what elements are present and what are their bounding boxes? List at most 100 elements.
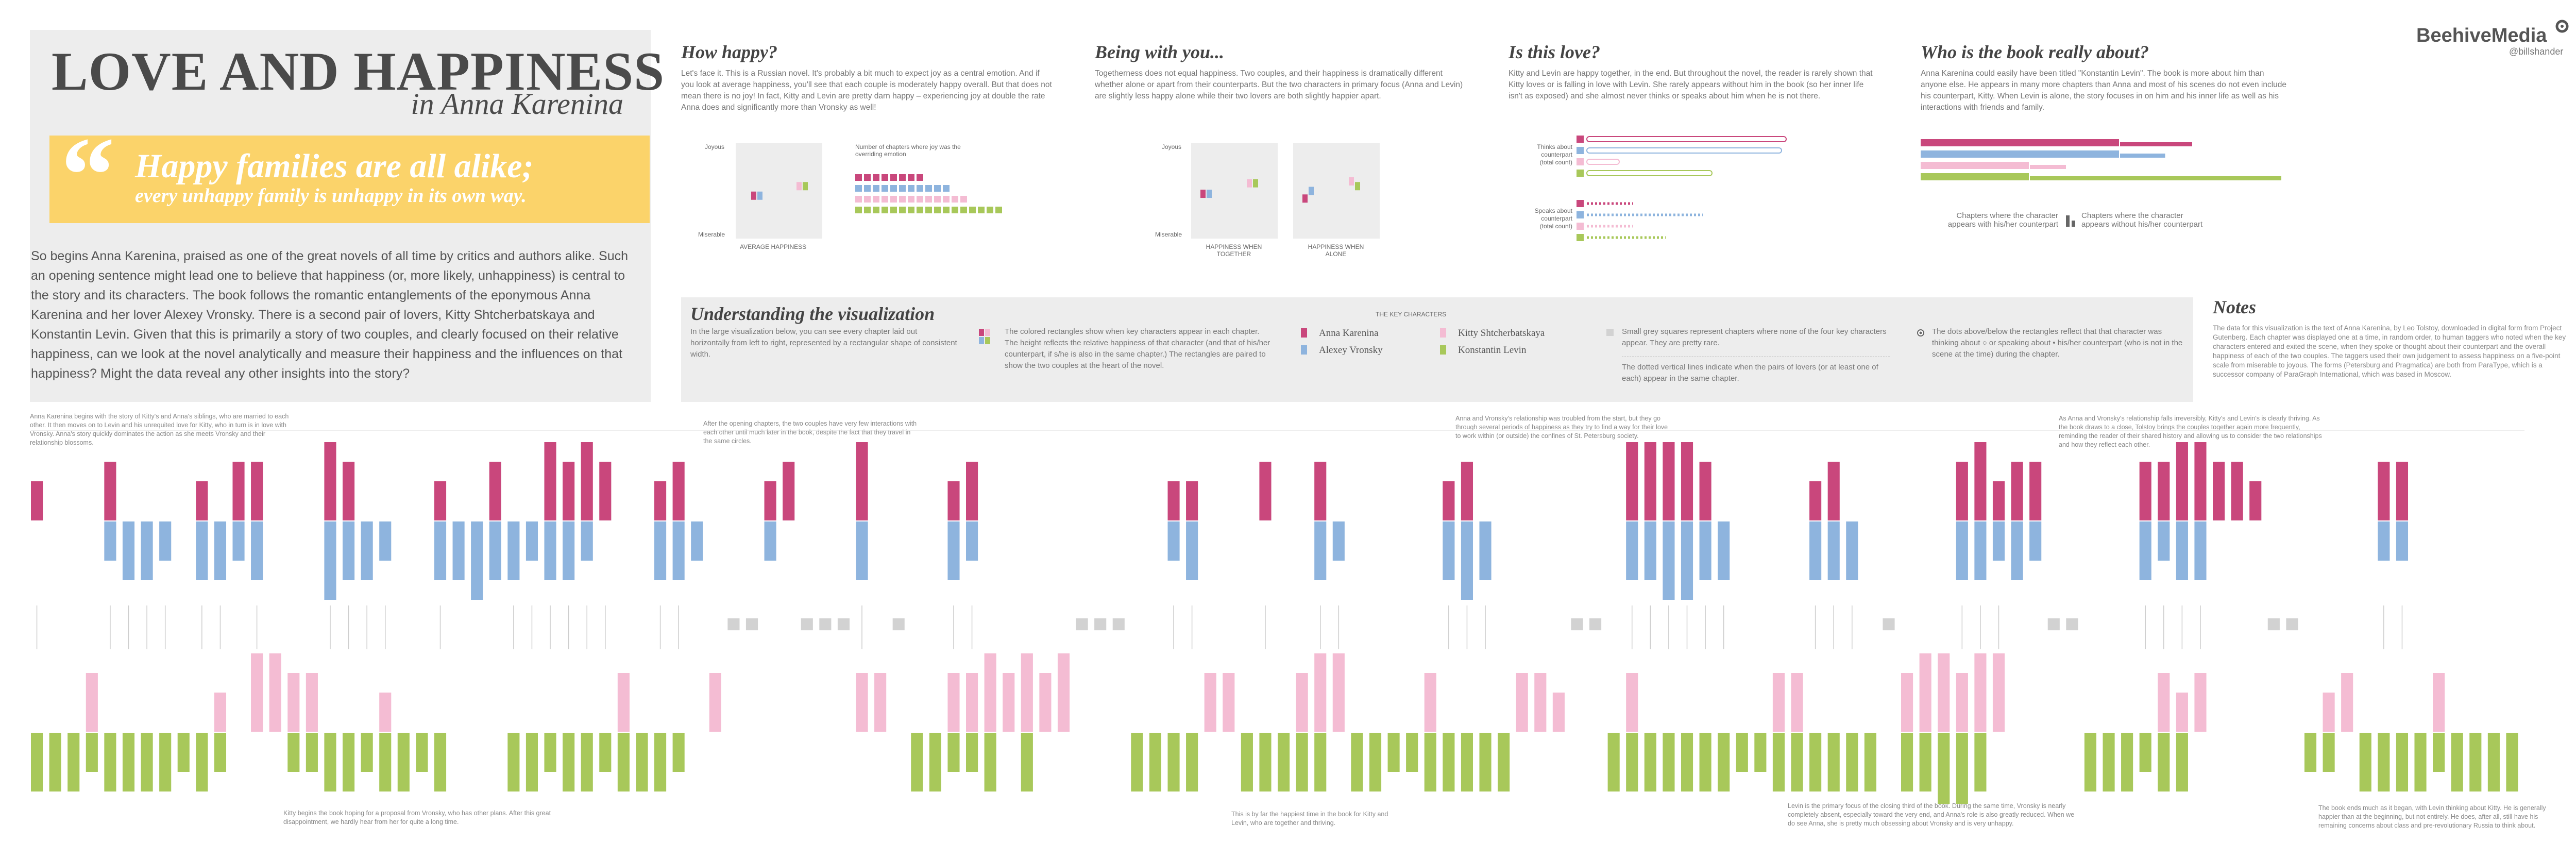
vronsky-chapter-bar [764,521,776,561]
together-alone-bar [1349,177,1354,186]
joy-square [925,207,932,213]
kitty-chapter-bar [709,673,721,732]
joy-square [899,185,906,192]
with-label-1: Chapters where the character [1956,211,2058,220]
vronsky-swatch [1301,345,1307,355]
levin-chapter-bar [1186,733,1198,791]
anna-chapter-bar [1443,481,1455,520]
annotation-bottom-4: The book ends much as it began, with Lev… [2318,804,2546,829]
levin-chapter-bar [1167,733,1180,791]
joy-square [890,207,897,213]
no-character-chapter [1589,618,1602,631]
together-label: HAPPINESS WHEN TOGETHER [1200,243,1267,258]
anna-chapter-bar [489,462,501,520]
anna-chapter-bar [1186,481,1198,520]
thinks-label-1: Thinks about [1537,143,1572,150]
levin-chapter-bar [434,733,447,791]
levin-chapter-bar [287,733,300,772]
levin-chapter-bar [2487,733,2500,791]
vronsky-chapter-bar [1167,521,1180,561]
no-character-chapter [1571,618,1583,631]
vronsky-chapter-bar [544,521,556,580]
kitty-chapter-bar [1938,653,1950,732]
chapter-timeline-chart [31,430,2524,804]
levin-chapter-bar [672,733,685,772]
levin-chapter-bar [947,733,960,772]
thinks-label-3: (total count) [1539,159,1572,166]
understanding-title: Understanding the visualization [690,304,935,324]
joy-square [917,196,923,203]
anna-chapter-bar [2139,462,2151,520]
vronsky-chapter-bar [581,521,593,561]
thinks-speaks-swatch [1577,200,1584,207]
vronsky-chapter-bar [489,521,501,580]
levin-chapter-bar [1278,733,1290,791]
vronsky-chapter-bar [324,521,336,600]
vronsky-chapter-bar [2011,521,2023,580]
avg-bar-0 [751,191,756,200]
who-bar-without [2120,154,2165,158]
vronsky-chapter-bar [343,521,355,580]
anna-chapter-bar [581,442,593,520]
vronsky-chapter-bar [122,521,135,580]
levin-chapter-bar [1314,733,1327,791]
being-with-body: Togetherness does not equal happiness. T… [1095,69,1463,100]
joy-square [890,185,897,192]
kitty-chapter-bar [1901,673,1913,732]
levin-chapter-bar [196,733,208,791]
levin-chapter-bar [544,733,556,772]
vronsky-chapter-bar [856,521,868,580]
anna-chapter-bar [599,462,612,520]
thinking-dot-icon [1917,329,1924,336]
vronsky-chapter-bar [1443,521,1455,580]
kitty-chapter-bar [1992,653,2005,732]
anna-chapter-bar [434,481,447,520]
levin-chapter-bar [1387,733,1400,772]
vronsky-chapter-bar [1992,521,2005,561]
anna-chapter-bar [1681,442,1693,520]
anna-chapter-bar [1992,481,2005,520]
avg-happiness-chart [751,182,808,200]
alone-label: HAPPINESS WHEN ALONE [1302,243,1369,258]
kitty-chapter-bar [1039,673,1052,732]
joy-square [908,185,914,192]
vronsky-chapter-bar [232,521,245,561]
vronsky-chapter-bar [2378,521,2390,561]
together-alone-chart [1200,177,1360,203]
levin-chapter-bar [2084,733,2097,791]
levin-chapter-bar [361,733,373,772]
vronsky-chapter-bar [452,521,465,580]
kitty-chapter-bar [86,673,98,732]
joy-square [864,207,871,213]
joy-square [873,207,879,213]
annotation-bottom-2: This is by far the happiest time in the … [1231,811,1388,827]
levin-chapter-bar [1699,733,1711,791]
kitty-chapter-bar [1534,673,1547,732]
speaks-label: Speaks about counterpart (total count) [1526,207,1572,230]
levin-chapter-bar [1259,733,1272,791]
levin-chapter-bar [122,733,135,791]
anna-chapter-bar [1956,462,1968,520]
thinks-speaks-swatch [1577,147,1584,154]
kitty-chapter-bar [2433,673,2445,732]
joy-square [934,196,941,203]
thinks-bar [1586,147,1782,154]
joy-square [987,207,993,213]
kitty-chapter-bar [1204,673,1216,732]
levin-chapter-bar [2176,733,2188,791]
notes-title: Notes [2213,297,2256,317]
anna-chapter-bar [2011,462,2023,520]
anna-chapter-bar [563,462,575,520]
levin-chapter-bar [86,733,98,772]
joy-square [925,185,932,192]
brand-logo: BeehiveMedia [2416,25,2547,46]
levin-chapter-bar [416,733,428,772]
vronsky-chapter-bar [196,521,208,580]
thinks-speaks-chart [1577,136,1787,241]
avg-happiness-label: AVERAGE HAPPINESS [740,243,807,250]
joy-square [917,207,923,213]
anna-chapter-bar [544,442,556,520]
intro-body: So begins Anna Karenina, praised as one … [31,249,629,381]
levin-chapter-bar [1846,733,1858,791]
anna-swatch [1301,328,1307,338]
